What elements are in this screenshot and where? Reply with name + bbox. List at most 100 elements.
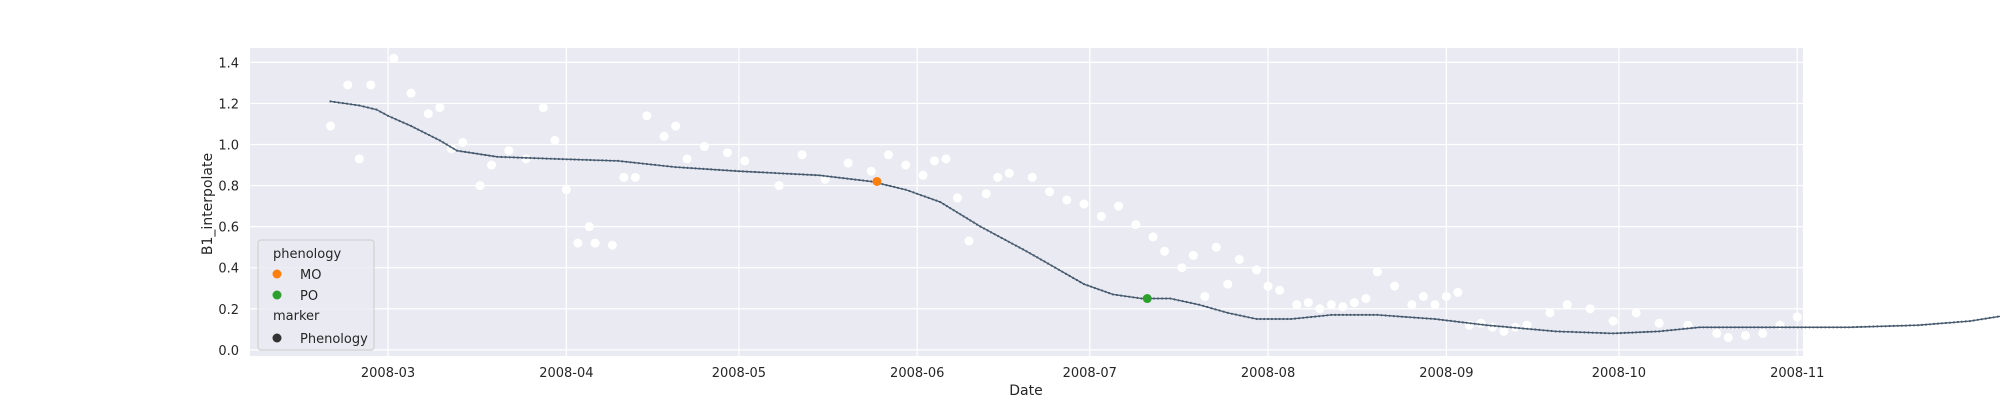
interpolated-point <box>1996 315 1999 318</box>
interpolated-point <box>1928 323 1932 326</box>
interpolated-point <box>1298 317 1301 320</box>
legend-style-title: marker <box>273 309 320 324</box>
interpolated-point <box>1302 316 1305 319</box>
interpolated-point <box>525 156 528 159</box>
interpolated-point <box>949 207 952 210</box>
interpolated-point <box>1326 314 1329 317</box>
interpolated-point <box>1090 285 1093 288</box>
interpolated-point <box>1944 321 1947 325</box>
interpolated-point <box>1409 316 1412 319</box>
interpolated-point <box>658 164 661 167</box>
interpolated-point <box>1314 315 1317 318</box>
interpolated-point <box>1152 297 1155 300</box>
interpolated-point <box>1856 325 1859 329</box>
interpolated-point <box>1864 325 1867 328</box>
interpolated-point <box>1310 315 1313 319</box>
interpolated-point <box>1796 326 1799 329</box>
interpolated-point <box>1666 329 1669 332</box>
raw-point <box>573 238 583 248</box>
interpolated-point <box>814 174 817 177</box>
interpolated-point <box>1372 313 1375 316</box>
interpolated-point <box>997 235 1000 238</box>
interpolated-point <box>1104 290 1107 293</box>
interpolated-point <box>449 145 452 148</box>
raw-point <box>1349 298 1359 308</box>
interpolated-point <box>982 227 986 230</box>
interpolated-point <box>858 178 861 182</box>
raw-point <box>1263 281 1273 291</box>
interpolated-point <box>718 168 721 171</box>
x-axis-label: Date <box>1009 383 1042 399</box>
interpolated-point <box>456 149 459 152</box>
interpolated-point <box>561 158 564 161</box>
interpolated-point <box>962 215 965 218</box>
raw-point <box>659 131 669 141</box>
interpolated-point <box>737 170 741 173</box>
y-tick-label: 0.8 <box>218 180 239 195</box>
interpolated-point <box>942 203 945 206</box>
interpolated-point <box>597 159 600 162</box>
raw-point <box>682 154 692 164</box>
interpolated-point <box>333 100 336 104</box>
interpolated-point <box>733 169 737 172</box>
raw-point <box>1177 263 1187 273</box>
interpolated-point <box>1086 284 1089 287</box>
interpolated-point <box>1243 315 1246 318</box>
interpolated-point <box>386 114 390 117</box>
interpolated-point <box>1115 293 1118 297</box>
raw-point <box>630 172 640 182</box>
interpolated-point <box>1718 326 1721 329</box>
interpolated-point <box>641 162 644 165</box>
interpolated-point <box>1876 325 1879 328</box>
raw-point <box>1631 308 1641 318</box>
interpolated-point <box>1334 313 1337 316</box>
interpolated-point <box>710 168 713 171</box>
raw-point <box>1326 300 1336 310</box>
phenology-marker-po <box>1142 294 1152 304</box>
interpolated-point <box>427 133 431 137</box>
raw-point <box>1361 294 1371 304</box>
interpolated-point <box>1714 326 1717 329</box>
interpolated-point <box>1380 314 1383 317</box>
interpolated-point <box>541 157 544 160</box>
raw-point <box>1027 172 1037 182</box>
interpolated-point <box>1836 326 1839 329</box>
interpolated-point <box>577 158 580 161</box>
interpolated-point <box>375 108 378 111</box>
interpolated-point <box>1916 324 1920 327</box>
legend-hue-title: phenology <box>273 247 341 262</box>
interpolated-point <box>1198 303 1201 306</box>
interpolated-point <box>870 180 873 183</box>
interpolated-point <box>1984 317 1987 320</box>
interpolated-point <box>1761 326 1764 329</box>
interpolated-point <box>654 163 657 166</box>
interpolated-point <box>1808 326 1811 329</box>
interpolated-point <box>629 161 632 164</box>
interpolated-point <box>826 175 829 178</box>
interpolated-point <box>1627 331 1630 334</box>
interpolated-point <box>993 233 996 236</box>
interpolated-point <box>889 184 892 188</box>
interpolated-point <box>838 176 841 179</box>
x-tick-label: 2008-07 <box>1063 366 1117 381</box>
interpolated-point <box>1057 268 1060 271</box>
interpolated-point <box>1047 262 1050 265</box>
raw-point <box>1453 287 1463 297</box>
raw-point <box>1683 320 1693 330</box>
legend-mo-label: MO <box>300 268 321 283</box>
interpolated-point <box>753 170 757 174</box>
raw-point <box>1223 279 1233 289</box>
interpolated-point <box>806 173 809 176</box>
interpolated-point <box>1888 324 1891 328</box>
raw-point <box>487 160 497 170</box>
raw-point <box>538 103 548 113</box>
raw-point <box>1827 333 1837 343</box>
raw-point <box>1148 232 1158 242</box>
raw-point <box>1994 328 2000 338</box>
interpolated-point <box>694 167 697 170</box>
interpolated-point <box>1453 320 1456 323</box>
interpolated-point <box>1530 328 1533 331</box>
raw-point <box>1499 326 1509 336</box>
interpolated-point <box>1729 326 1732 329</box>
interpolated-point <box>1824 326 1827 329</box>
